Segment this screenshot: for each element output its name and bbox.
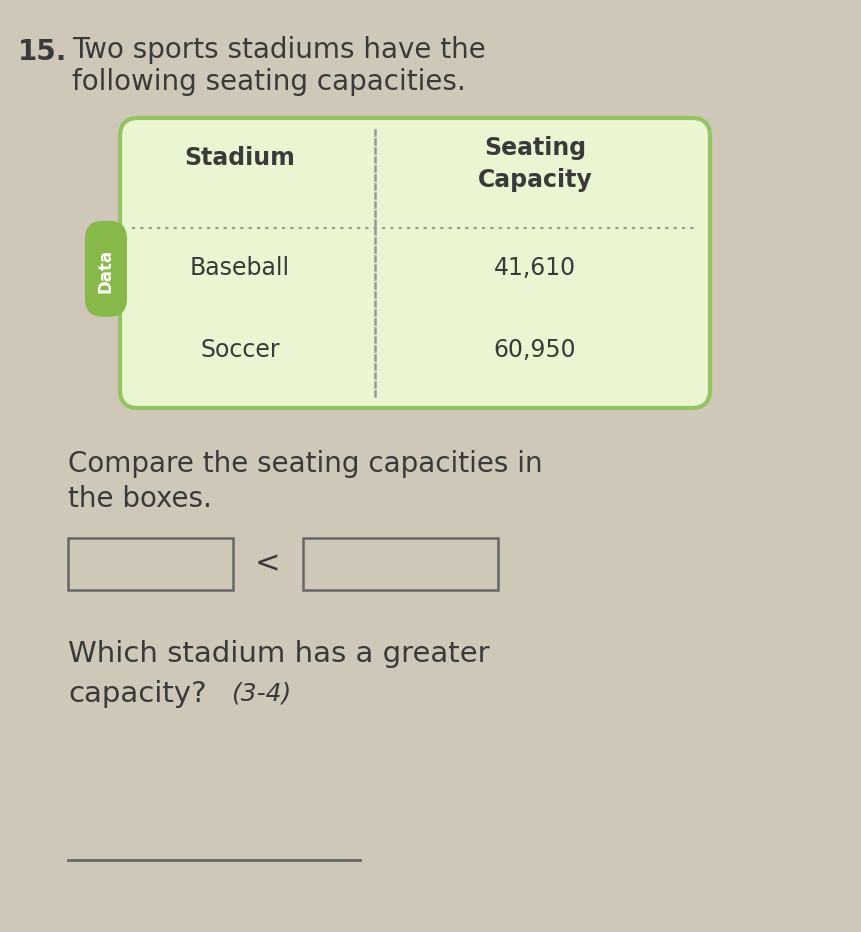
Text: Data: Data	[97, 249, 115, 293]
Text: 60,950: 60,950	[493, 338, 576, 362]
Text: <: <	[255, 550, 281, 579]
Text: 15.: 15.	[18, 38, 67, 66]
Text: Two sports stadiums have the: Two sports stadiums have the	[72, 36, 486, 64]
Text: (3-4): (3-4)	[231, 682, 291, 706]
Bar	[303, 538, 498, 590]
Text: Soccer: Soccer	[201, 338, 280, 362]
Text: Stadium: Stadium	[184, 146, 295, 170]
Bar	[68, 538, 233, 590]
Text: 41,610: 41,610	[494, 256, 576, 280]
FancyBboxPatch shape	[85, 221, 127, 317]
Text: Compare the seating capacities in: Compare the seating capacities in	[68, 450, 542, 478]
FancyBboxPatch shape	[120, 118, 710, 408]
Text: Which stadium has a greater: Which stadium has a greater	[68, 640, 490, 668]
Text: Seating: Seating	[484, 136, 586, 160]
Text: following seating capacities.: following seating capacities.	[72, 68, 466, 96]
Text: Capacity: Capacity	[478, 168, 592, 192]
Text: Baseball: Baseball	[190, 256, 290, 280]
Text: capacity?: capacity?	[68, 680, 207, 708]
Text: the boxes.: the boxes.	[68, 485, 212, 513]
